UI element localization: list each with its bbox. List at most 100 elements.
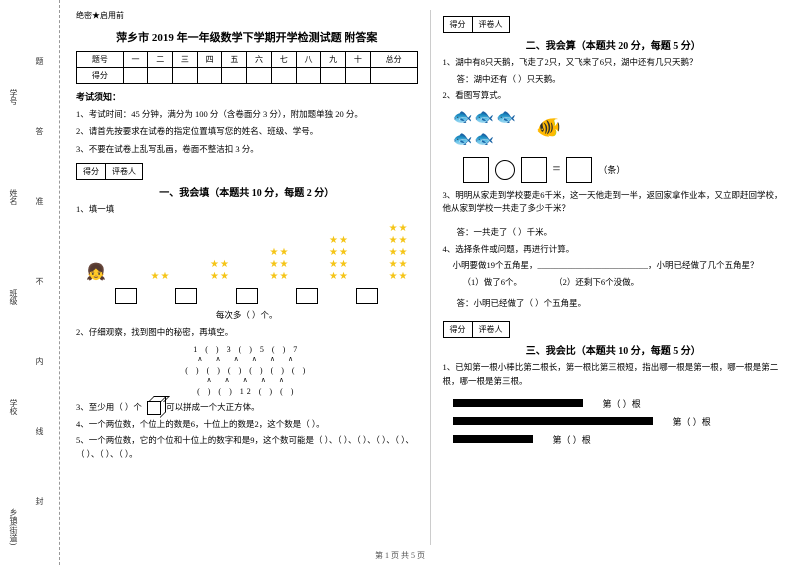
secret-label: 绝密★启用前 (76, 10, 418, 21)
star-icon: ★ (389, 259, 398, 270)
grade-box: 得分 评卷人 (443, 321, 785, 338)
s1-q2: 2、仔细观察，找到图中的秘密，再填空。 (76, 326, 418, 340)
notice-item: 3、不要在试卷上乱写乱画，卷面不整洁扣 3 分。 (76, 142, 418, 157)
pyramid-diagram: 1 ( ) 3 ( ) 5 ( ) 7 ∧ ∧ ∧ ∧ ∧ ∧ ( ) ( ) … (76, 344, 418, 397)
star-icon: ★ (389, 271, 398, 282)
bar-row: 第（ ）根 (453, 412, 785, 430)
star-icon: ★ (280, 271, 289, 282)
star-icon: ★ (329, 247, 338, 258)
cube-icon (147, 401, 161, 415)
star-icon: ★ (399, 247, 408, 258)
column-divider (430, 10, 431, 545)
grade-score: 得分 (443, 321, 473, 338)
grade-box: 得分 评卷人 (76, 163, 418, 180)
s1-q1: 1、填一填 (76, 203, 418, 217)
s2-q3: 3、明明从家走到学校要走6千米，这一天他走到一半，返回家拿作业本，又立即赶回学校… (443, 189, 785, 216)
opt1: （1）做了6个。 (463, 277, 523, 287)
seal-mark-1: 封 (34, 497, 45, 505)
star-icon: ★ (389, 223, 398, 234)
blank-boxes-row (76, 286, 418, 306)
bar-row: 第（ ）根 (453, 430, 785, 448)
score-table: 题号 一 二 三 四 五 六 七 八 九 十 总分 得分 (76, 51, 418, 84)
star-icon: ★ (151, 271, 160, 282)
star-diagram: 👧 ★★ ★★★★ ★★★★★★ ★★★★★★★★ ★★★★★★★★★★ (76, 219, 418, 286)
formula-box (566, 157, 592, 183)
grade-score: 得分 (76, 163, 106, 180)
th-3: 三 (173, 52, 198, 68)
paper-title: 萍乡市 2019 年一年级数学下学期开学检测试题 附答案 (76, 29, 418, 45)
s1-q4: 4、一个两位数，个位上的数是6，十位上的数是2，这个数是（ ）。 (76, 418, 418, 432)
section1-title: 一、我会填（本题共 10 分，每题 2 分） (76, 184, 418, 199)
star-group: ★★★★★★★★★★ (389, 223, 408, 282)
s3-q1: 1、已知第一根小棒比第二根长，第一根比第三根短，指出哪一根是第一根，哪一根是第二… (443, 361, 785, 388)
seal-mark-6: 答 (34, 127, 45, 135)
content-columns: 绝密★启用前 萍乡市 2019 年一年级数学下学期开学检测试题 附答案 题号 一… (60, 0, 800, 565)
blank-box (296, 288, 318, 304)
s2-q4-opts: （1）做了6个。 （2）还剩下6个没做。 (463, 276, 785, 290)
fish-diagram: 🐟 🐟 🐟 🐟 🐟 🐠 (453, 107, 785, 149)
table-row: 得分 (77, 68, 418, 84)
star-group: ★★★★★★★★ (329, 235, 348, 282)
star-icon: ★ (280, 247, 289, 258)
star-icon: ★ (399, 235, 408, 246)
bar-2 (453, 417, 653, 425)
pyramid-slashes: ∧ ∧ ∧ ∧ ∧ (76, 376, 418, 386)
seal-mark-4: 不 (34, 277, 45, 285)
fish-icon: 🐟 (474, 129, 494, 149)
fish-icon: 🐟 (453, 129, 473, 149)
formula-circle (495, 160, 515, 180)
star-icon: ★ (389, 235, 398, 246)
s2-q4-line: 小明要做19个五角星，__________________________，小明… (453, 259, 785, 273)
bar-label: 第（ ）根 (553, 433, 591, 446)
seal-mark-5: 准 (34, 197, 45, 205)
formula-row: = （条） (463, 157, 785, 183)
th-4: 四 (197, 52, 222, 68)
binding-field-name: 姓名 (8, 189, 19, 205)
th-6: 六 (247, 52, 272, 68)
star-icon: ★ (220, 271, 229, 282)
th-7: 七 (271, 52, 296, 68)
bar-3 (453, 435, 533, 443)
th-10: 十 (346, 52, 371, 68)
child-icon: 👧 (86, 262, 106, 282)
grade-score: 得分 (443, 16, 473, 33)
per-step-text: 每次多（ ）个。 (76, 309, 418, 323)
bar-1 (453, 399, 583, 407)
star-icon: ★ (210, 271, 219, 282)
s2-q1-ans: 答：湖中还有（ ）只天鹅。 (457, 73, 785, 87)
star-icon: ★ (329, 235, 338, 246)
star-icon: ★ (270, 247, 279, 258)
blank-box (356, 288, 378, 304)
grade-reviewer: 评卷人 (473, 16, 510, 33)
pyramid-row: ( ) ( ) ( ) ( ) ( ) ( ) (76, 365, 418, 376)
left-column: 绝密★启用前 萍乡市 2019 年一年级数学下学期开学检测试题 附答案 题号 一… (68, 10, 426, 545)
star-icon: ★ (389, 247, 398, 258)
seal-mark-2: 线 (34, 427, 45, 435)
star-icon: ★ (270, 271, 279, 282)
binding-margin: 乡镇(街道) 学校 班级 姓名 学号 封 线 内 不 准 答 题 (0, 0, 60, 565)
bar-label: 第（ ）根 (673, 415, 711, 428)
table-row: 题号 一 二 三 四 五 六 七 八 九 十 总分 (77, 52, 418, 68)
th-5: 五 (222, 52, 247, 68)
star-icon: ★ (329, 271, 338, 282)
binding-field-school: 学校 (8, 399, 19, 415)
star-group: ★★★★ (210, 259, 229, 282)
seal-mark-3: 内 (34, 357, 45, 365)
goldfish-icon: 🐠 (536, 115, 561, 140)
star-group: ★★★★★★ (270, 247, 289, 282)
star-group: ★★ (151, 271, 170, 282)
th-9: 九 (321, 52, 346, 68)
pyramid-slashes: ∧ ∧ ∧ ∧ ∧ ∧ (76, 355, 418, 365)
fish-icon: 🐟 (496, 107, 516, 127)
bar-label: 第（ ）根 (603, 397, 641, 410)
fish-grid: 🐟 🐟 🐟 🐟 🐟 (453, 107, 517, 149)
grade-box: 得分 评卷人 (443, 16, 785, 33)
star-icon: ★ (339, 247, 348, 258)
th-1: 一 (123, 52, 148, 68)
fish-icon: 🐟 (453, 107, 473, 127)
star-icon: ★ (339, 235, 348, 246)
s2-q2: 2、看图写算式。 (443, 89, 785, 103)
s2-q3-ans: 答：一共走了（ ）千米。 (457, 226, 785, 240)
td-score-label: 得分 (77, 68, 124, 84)
star-icon: ★ (399, 223, 408, 234)
